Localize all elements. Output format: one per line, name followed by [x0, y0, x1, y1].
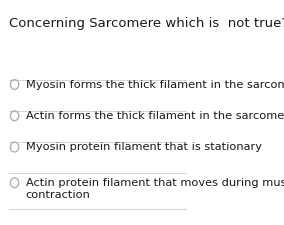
Text: Myosin forms the thick filament in the sarcomere.: Myosin forms the thick filament in the s…	[26, 79, 284, 89]
Text: Actin forms the thick filament in the sarcomere.: Actin forms the thick filament in the sa…	[26, 110, 284, 120]
Text: Actin protein filament that moves during muscle
contraction: Actin protein filament that moves during…	[26, 177, 284, 199]
Text: Concerning Sarcomere which is  not true?: Concerning Sarcomere which is not true?	[9, 17, 284, 30]
Text: Myosin protein filament that is stationary: Myosin protein filament that is stationa…	[26, 141, 262, 151]
